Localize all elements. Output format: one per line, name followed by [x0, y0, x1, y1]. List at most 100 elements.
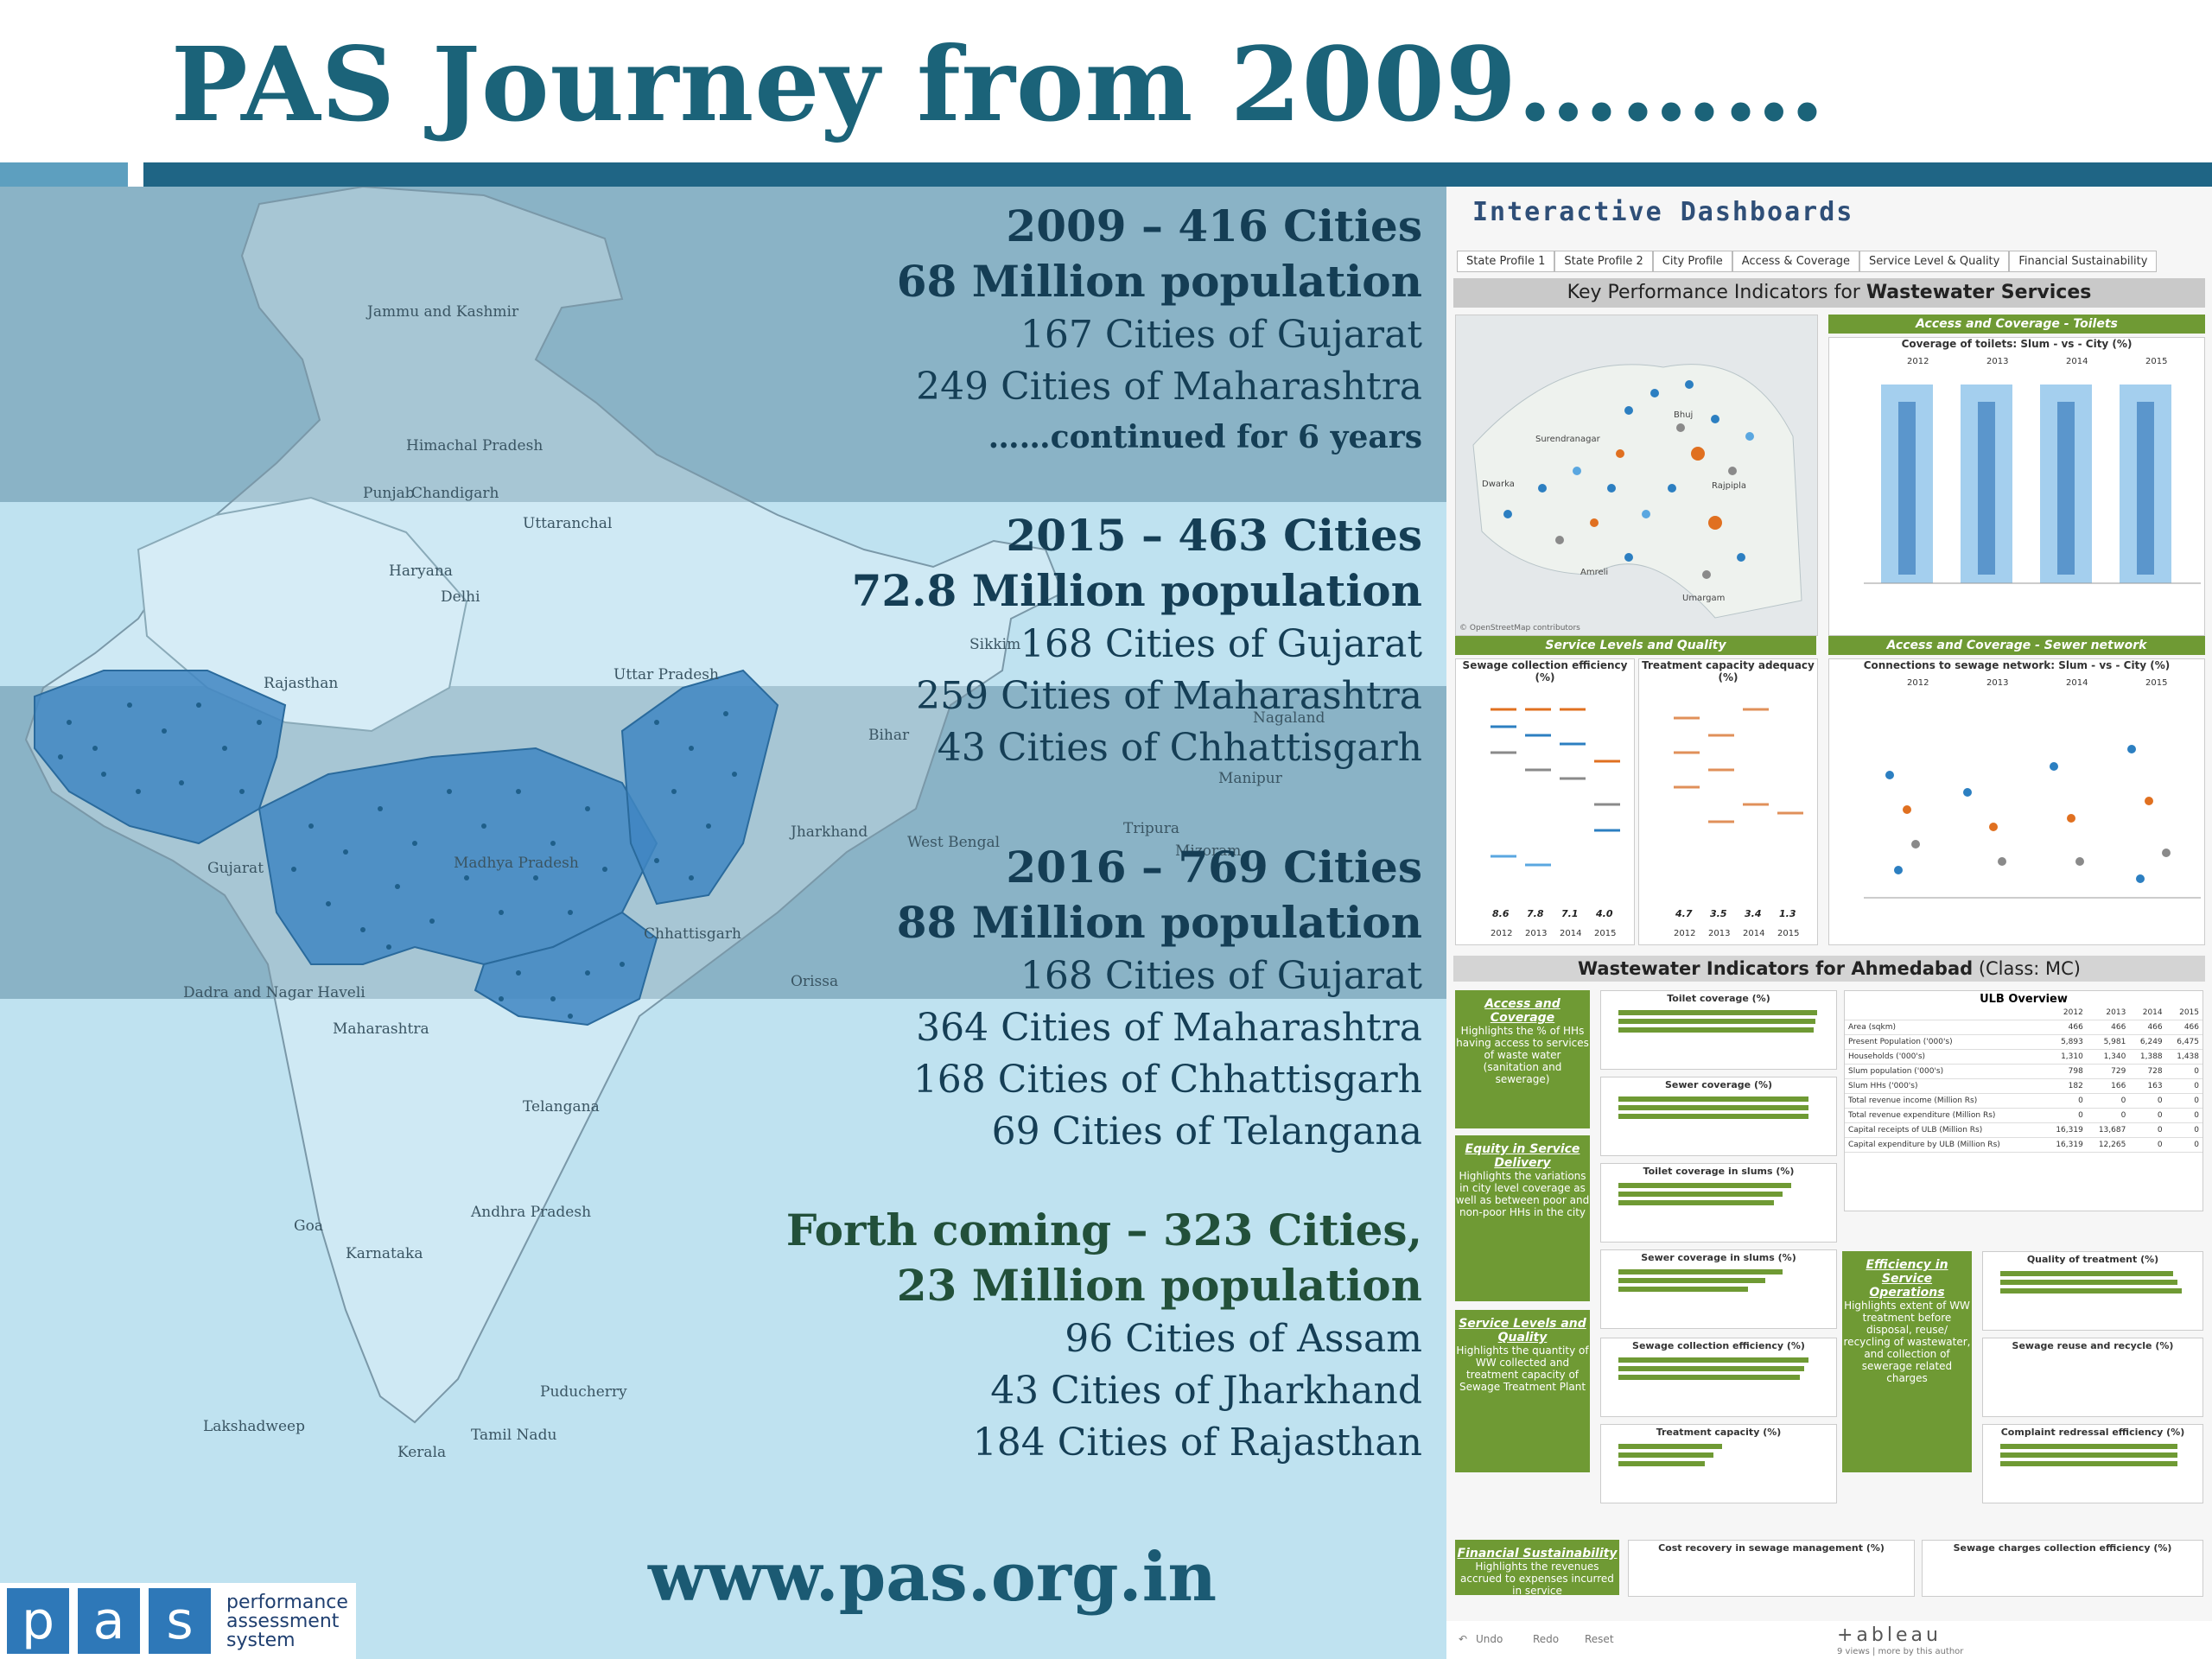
year-label: 2015: [2145, 678, 2167, 688]
mini-chart: Cost recovery in sewage management (%): [1628, 1540, 1915, 1597]
label-tr: Tripura: [1123, 820, 1179, 837]
line: 43 Cities of Jharkhand: [990, 1369, 1422, 1413]
cell: Total revenue expenditure (Million Rs): [1845, 1108, 2044, 1123]
label-ka: Karnataka: [346, 1245, 423, 1262]
label-mh: Maharashtra: [333, 1020, 429, 1038]
cell: Capital receipts of ULB (Million Rs): [1845, 1122, 2044, 1138]
population: 72.8 Million population: [851, 565, 1422, 616]
category-title: Equity in Service Delivery: [1465, 1142, 1580, 1170]
sce-chart: Sewage collection efficiency (%) 8.6 7.8…: [1455, 658, 1635, 945]
table-row: Area (sqkm) 466 466 466 466: [1845, 1020, 2202, 1035]
cell: 0: [2165, 1108, 2202, 1123]
category-financial[interactable]: Financial Sustainability Highlights the …: [1455, 1540, 1619, 1597]
cell: 0: [2044, 1108, 2087, 1123]
sce-label: 7.1: [1561, 908, 1579, 919]
mini-bar: [1618, 1287, 1748, 1292]
line: 168 Cities of Chhattisgarh: [912, 1058, 1422, 1102]
kpi-header-bold: Wastewater Services: [1866, 282, 2092, 303]
col-header: 2012: [2044, 1006, 2087, 1020]
cell: 13,687: [2086, 1122, 2130, 1138]
tca-label: 3.5: [1710, 908, 1727, 919]
category-service[interactable]: Service Levels and Quality Highlights th…: [1455, 1310, 1590, 1472]
tab-service-level[interactable]: Service Level & Quality: [1859, 251, 2010, 272]
headline: 2009 – 416 Cities: [1006, 200, 1422, 251]
reset-button[interactable]: Reset: [1585, 1633, 1614, 1645]
year-label: 2013: [1708, 929, 1730, 938]
scatter-points: [1881, 385, 2171, 583]
cell: Capital expenditure by ULB (Million Rs): [1845, 1137, 2044, 1153]
cell: 0: [2086, 1093, 2130, 1109]
cell: Total revenue income (Million Rs): [1845, 1093, 2044, 1109]
cell: 1,438: [2165, 1049, 2202, 1065]
website-link[interactable]: www.pas.org.in: [648, 1538, 1217, 1617]
category-desc: Highlights the quantity of WW collected …: [1456, 1344, 1589, 1393]
cell: 1,388: [2129, 1049, 2166, 1065]
category-desc: Highlights the % of HHs having access to…: [1456, 1025, 1589, 1085]
year-label: 2012: [1674, 929, 1695, 938]
cell: 16,319: [2044, 1137, 2087, 1153]
line: 184 Cities of Rajasthan: [972, 1421, 1422, 1465]
tca-title: Treatment capacity adequacy (%): [1642, 659, 1815, 683]
category-access[interactable]: Access and Coverage Highlights the % of …: [1455, 990, 1590, 1128]
mini-bar: [1618, 1278, 1765, 1283]
cell: Slum population ('000's): [1845, 1064, 2044, 1079]
chhattisgarh-region: [620, 669, 779, 906]
line: 69 Cities of Telangana: [991, 1109, 1422, 1154]
logo-text-line: system: [226, 1630, 296, 1651]
tableau-logo: +ableau: [1837, 1624, 1942, 1646]
tab-financial[interactable]: Financial Sustainability: [2009, 251, 2158, 272]
mini-chart: Sewer coverage in slums (%): [1600, 1249, 1837, 1329]
tab-state-profile-1[interactable]: State Profile 1: [1457, 251, 1555, 272]
title-rule: [143, 162, 2212, 187]
col-header: 2013: [2086, 1006, 2130, 1020]
label-br: Bihar: [868, 727, 910, 744]
undo-icon[interactable]: ↶: [1459, 1633, 1468, 1645]
category-title: Access and Coverage: [1484, 997, 1560, 1025]
pas-logo: p a s performance assessment system: [0, 1583, 356, 1659]
label-hr: Haryana: [389, 563, 453, 580]
cell: 0: [2165, 1137, 2202, 1153]
mini-chart: Sewage charges collection efficiency (%): [1922, 1540, 2203, 1597]
ulb-overview-table: ULB Overview 2012 2013 2014 2015 Area (s…: [1844, 990, 2203, 1211]
ulb-table: 2012 2013 2014 2015 Area (sqkm) 466 466 466…: [1845, 1006, 2202, 1153]
sce-label: 7.8: [1527, 908, 1544, 919]
headline: 2015 – 463 Cities: [1006, 510, 1422, 561]
views-count[interactable]: 9 views | more by this author: [1837, 1647, 1964, 1656]
mini-bar: [1618, 1105, 1808, 1110]
map-place-c5: Amreli: [1580, 568, 1608, 577]
cell: Area (sqkm): [1845, 1020, 2044, 1035]
population: 23 Million population: [896, 1260, 1422, 1311]
label-kl: Kerala: [397, 1444, 446, 1461]
tab-access-coverage[interactable]: Access & Coverage: [1732, 251, 1859, 272]
logo-text-line: performance: [226, 1592, 348, 1613]
headline: Forth coming – 323 Cities,: [785, 1205, 1422, 1255]
gujarat-map-svg: Bhuj Surendranagar Dwarka Rajpipla Amrel…: [1459, 364, 1802, 632]
cell: Slum HHs ('000's): [1845, 1078, 2044, 1094]
tab-city-profile[interactable]: City Profile: [1652, 251, 1732, 272]
section-toilets: Access and Coverage - Toilets: [1828, 315, 2205, 334]
cell: 16,319: [2044, 1122, 2087, 1138]
cell: 6,475: [2165, 1034, 2202, 1050]
cell: Households ('000's): [1845, 1049, 2044, 1065]
category-equity[interactable]: Equity in Service Delivery Highlights th…: [1455, 1135, 1590, 1301]
line: 249 Cities of Maharashtra: [916, 365, 1422, 409]
map-place-c4: Rajpipla: [1712, 481, 1746, 491]
label-ap: Andhra Pradesh: [470, 1204, 591, 1221]
mini-title: Sewage collection efficiency (%): [1632, 1340, 1805, 1351]
undo-button[interactable]: Undo: [1476, 1633, 1503, 1645]
category-efficiency[interactable]: Efficiency in Service Operations Highlig…: [1842, 1251, 1972, 1472]
cell: 0: [2086, 1108, 2130, 1123]
tab-state-profile-2[interactable]: State Profile 2: [1554, 251, 1653, 272]
tca-label: 1.3: [1779, 908, 1796, 919]
gujarat-dot-map[interactable]: Bhuj Surendranagar Dwarka Rajpipla Amrel…: [1455, 315, 1818, 636]
toilet-coverage-chart: Coverage of toilets: Slum - vs - City (%…: [1828, 337, 2205, 636]
year-label: 2015: [2145, 357, 2167, 366]
redo-button[interactable]: Redo: [1533, 1633, 1560, 1645]
ww-class: (Class: MC): [1973, 958, 2081, 979]
line: 167 Cities of Gujarat: [1020, 313, 1422, 357]
mini-bar: [1618, 1027, 1814, 1033]
sce-svg: 8.6 7.8 7.1 4.0 2012 2013 2014 2015: [1491, 708, 1620, 938]
population: 68 Million population: [896, 256, 1422, 307]
cell: 466: [2086, 1020, 2130, 1035]
logo-letter-a: a: [78, 1588, 140, 1654]
